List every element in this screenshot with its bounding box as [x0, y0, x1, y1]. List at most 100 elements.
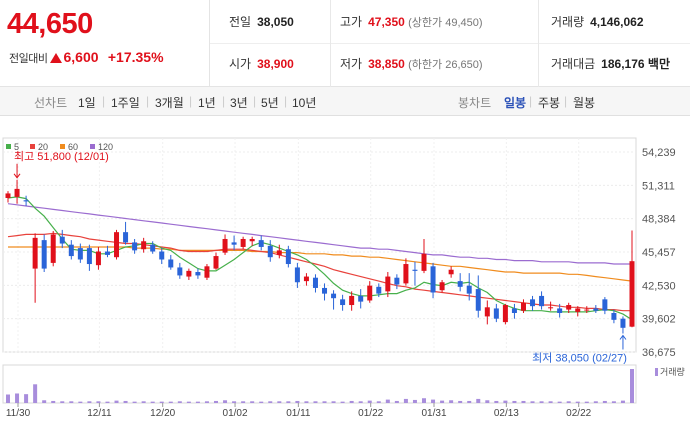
candle-body [213, 256, 219, 269]
period-3y[interactable]: 3년 [230, 96, 248, 110]
ma20-line [7, 232, 632, 312]
candle-body [132, 242, 138, 251]
volume-bar [214, 400, 218, 403]
period-1y[interactable]: 1년 [198, 96, 216, 110]
open-value: 38,900 [257, 57, 294, 71]
candle-body [475, 289, 481, 311]
ma120-line [7, 203, 632, 265]
volume-bar [168, 401, 173, 403]
period-1d[interactable]: 1일 [78, 96, 96, 110]
prev-close-label: 전일 [229, 15, 252, 29]
candle-weekly[interactable]: 주봉 [538, 96, 561, 110]
volume-bar [114, 400, 119, 403]
volume-bar [367, 400, 372, 403]
period-1w[interactable]: 1주일 [111, 96, 140, 110]
x-tick-label: 01/02 [223, 408, 248, 419]
legend-swatch [90, 144, 95, 149]
volume-bar [422, 398, 426, 403]
chart-toolbar: 선차트 1일 | 1주일 | 3개월 | 1년 | 3년 | 5년 | 10년 … [0, 87, 690, 116]
max-arrow-head [13, 173, 21, 179]
candle-body [457, 281, 463, 287]
divider [210, 43, 690, 44]
candle-body [312, 277, 318, 288]
candle-body [222, 238, 228, 253]
y-tick-label: 54,239 [642, 147, 676, 159]
candle-body [59, 236, 65, 244]
candle-body [349, 295, 355, 306]
candle-body [285, 249, 291, 265]
legend-label: 60 [68, 142, 78, 152]
volume-legend-swatch [655, 368, 658, 376]
x-tick-label: 12/20 [150, 408, 175, 419]
candle-body [86, 248, 92, 265]
current-price: 44,650 [7, 8, 93, 40]
trade-value-label: 거래대금 [551, 57, 596, 71]
legend-swatch [30, 144, 35, 149]
candle-body [32, 237, 38, 269]
volume-bar [241, 401, 246, 403]
change-percent: +17.35% [107, 49, 164, 65]
candle-body [530, 299, 536, 307]
min-arrow-head [619, 334, 627, 340]
period-3m[interactable]: 3개월 [155, 96, 184, 110]
candle-body [249, 238, 255, 242]
trade-value-value: 186,176 [601, 57, 645, 71]
x-tick-label: 01/22 [358, 408, 383, 419]
candle-monthly[interactable]: 월봉 [573, 96, 596, 110]
volume-bar [512, 400, 517, 403]
volume-bar [132, 401, 137, 403]
candle-body [430, 266, 436, 293]
trade-value-unit: 백만 [647, 57, 670, 71]
change-amount: 6,600 [63, 49, 99, 65]
volume-bar [340, 401, 345, 403]
volume-bar [620, 400, 625, 403]
prev-close-value: 38,050 [257, 15, 294, 29]
candle-body [448, 269, 454, 275]
candle-body [331, 293, 337, 299]
candle-body [575, 308, 581, 312]
x-tick-label: 02/22 [566, 408, 591, 419]
candle-body [611, 312, 617, 320]
candle-body [602, 299, 608, 311]
price-box: 44,650 전일대비 6,600 +17.35% [0, 0, 210, 87]
candle-body [367, 285, 373, 301]
candle-body [412, 269, 418, 271]
volume: 거래량 4,146,062 [551, 13, 644, 30]
volume-bar [530, 401, 535, 403]
candle-body [186, 270, 192, 277]
candle-body [566, 305, 572, 310]
volume-bar [602, 400, 607, 403]
candle-body [322, 287, 328, 294]
volume-label: 거래량 [551, 15, 585, 29]
candle-body [168, 259, 174, 268]
volume-bar [277, 401, 282, 403]
candle-body [303, 276, 309, 282]
candle-body [620, 318, 626, 328]
volume-bar [584, 401, 589, 403]
divider: | [222, 94, 226, 108]
candle-body [394, 277, 400, 285]
price-chart[interactable]: 54,239 51,311 48,384 45,457 42,530 39,602 36,6… [0, 116, 690, 439]
divider: | [564, 94, 568, 108]
candle-body [95, 251, 101, 266]
candle-body [240, 238, 246, 247]
volume-bar [449, 400, 454, 403]
candle-daily[interactable]: 일봉 [504, 96, 527, 110]
volume-bar [385, 399, 390, 403]
low-value: 38,850 [368, 57, 405, 71]
candle-body [466, 285, 472, 294]
volume-bar [177, 401, 182, 403]
period-5y[interactable]: 5년 [261, 96, 279, 110]
candle-body [159, 251, 165, 260]
line-chart-label: 선차트 [34, 96, 68, 110]
period-10y[interactable]: 10년 [292, 96, 317, 110]
candle-body [493, 308, 499, 319]
candle-body [557, 308, 563, 313]
x-tick-label: 02/13 [494, 408, 519, 419]
volume-bar [24, 394, 29, 403]
candle-body [548, 307, 554, 309]
candle-body [104, 251, 110, 255]
candle-body [403, 264, 409, 284]
candle-body [195, 272, 201, 276]
candle-body [520, 302, 526, 311]
